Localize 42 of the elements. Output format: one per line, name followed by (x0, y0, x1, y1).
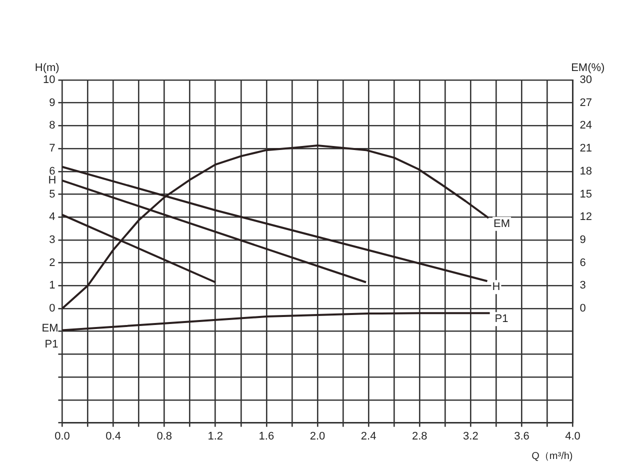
y-tick-label: 7 (49, 142, 56, 155)
y-axis-title: H(m) (34, 62, 60, 74)
annotation: H (48, 174, 56, 187)
text: EM (42, 322, 58, 335)
x-tick-label: 3.6 (514, 430, 530, 442)
x-tick-label: 2.0 (310, 430, 326, 442)
y-tick-label: 9 (49, 96, 56, 109)
y2-tick-label: 12 (580, 211, 592, 224)
y-tick-label: 0 (49, 302, 56, 315)
y-tick-label: 5 (49, 188, 56, 200)
y2-tick-label: 0 (580, 302, 586, 315)
y2-tick-label: 6 (580, 256, 586, 269)
y2-tick-label: 3 (580, 280, 586, 292)
x-tick-label: 2.4 (360, 430, 376, 442)
x-tick-label: 0.4 (106, 430, 121, 442)
text: P1 (44, 338, 58, 351)
series-label: H (492, 281, 500, 294)
x-tick-label: 0.0 (54, 430, 70, 442)
x-tick-label: 0.8 (156, 430, 172, 442)
y2-tick-label: 27 (580, 96, 592, 109)
y-tick-label: 8 (49, 120, 56, 132)
x-tick-label: 1.2 (208, 430, 224, 442)
y2-tick-label: 18 (580, 165, 592, 178)
y-tick-label: 4 (49, 211, 56, 224)
y-tick-label: 6 (49, 165, 56, 178)
x-tick-label: 1.6 (258, 430, 274, 442)
y2-tick-label: 30 (580, 74, 592, 86)
series-label: EM (494, 218, 510, 230)
x-tick-label: 2.8 (412, 430, 428, 442)
x-tick-label: 4.0 (565, 430, 580, 442)
x-tick-label: 3.2 (463, 430, 478, 442)
y-tick-label: 10 (42, 74, 56, 86)
y2-tick-label: 15 (580, 188, 592, 200)
y-tick-label: 3 (49, 234, 56, 246)
y2-tick-label: 21 (580, 142, 592, 155)
y-tick-label: 1 (49, 280, 56, 292)
x-axis-title: Q（m³/h) (532, 450, 573, 462)
y2-tick-label: 24 (580, 120, 592, 132)
y2-axis-title: EM(%) (571, 62, 605, 74)
series-label: P1 (494, 313, 508, 326)
y-tick-label: 2 (49, 256, 56, 269)
y2-tick-label: 9 (580, 234, 586, 246)
